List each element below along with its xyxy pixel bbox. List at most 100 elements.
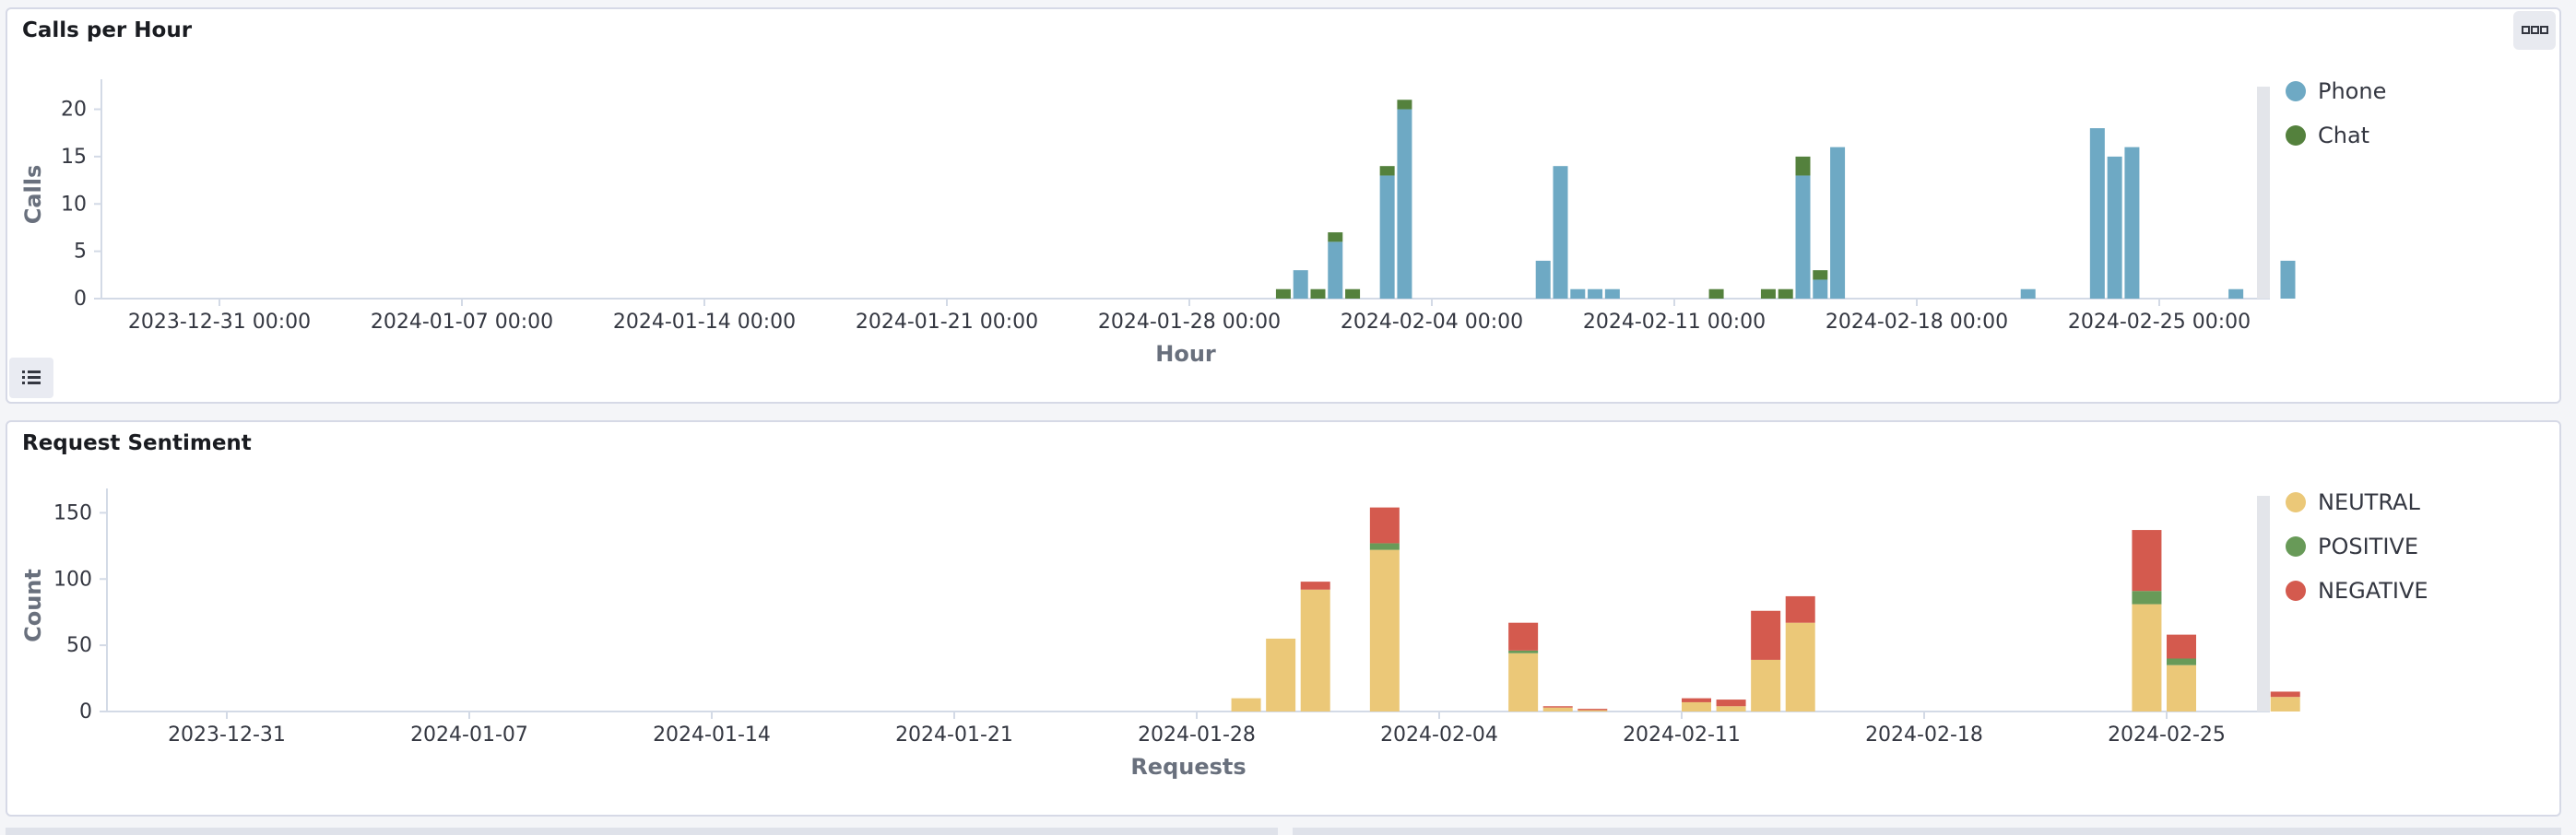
x-axis-title: Requests bbox=[1130, 754, 1246, 780]
bar-negative bbox=[1578, 709, 1608, 711]
bar-phone bbox=[1795, 175, 1811, 299]
bar-negative bbox=[2132, 530, 2162, 592]
x-tick-label: 2024-01-28 bbox=[1138, 723, 1256, 747]
bar-negative bbox=[1300, 582, 1330, 590]
dot-icon bbox=[2531, 26, 2539, 34]
x-tick-label: 2024-01-14 bbox=[653, 723, 771, 747]
bar-phone bbox=[2228, 288, 2244, 299]
bar-positive bbox=[2132, 591, 2162, 605]
dot-icon bbox=[2522, 26, 2530, 34]
bar-phone bbox=[1535, 260, 1551, 299]
legend-swatch-chat bbox=[2286, 125, 2306, 146]
brush-handle bbox=[2257, 87, 2270, 299]
bar-phone bbox=[1813, 279, 1828, 299]
next-panel-edge bbox=[1293, 828, 2561, 835]
bar-neutral bbox=[1716, 706, 1746, 712]
bar-chat bbox=[1328, 232, 1343, 242]
bar-negative bbox=[2270, 691, 2300, 698]
bar-chat bbox=[1397, 100, 1412, 110]
x-tick-label: 2024-02-18 bbox=[1865, 723, 1983, 747]
calls-per-hour-panel: Calls per Hour 0 5 10 15 20 2023-12-31 00:00 2… bbox=[6, 7, 2561, 404]
bar-neutral bbox=[1785, 622, 1815, 712]
bar-neutral bbox=[1508, 653, 1539, 712]
bar-negative bbox=[1682, 698, 1711, 702]
bar-negative bbox=[1716, 700, 1746, 707]
legend-label-negative: NEGATIVE bbox=[2318, 578, 2428, 604]
bar-phone bbox=[1830, 147, 1846, 299]
y-tick-label: 20 bbox=[61, 99, 87, 122]
x-tick-label: 2023-12-31 00:00 bbox=[128, 311, 311, 334]
y-tick-label: 50 bbox=[66, 634, 92, 657]
y-tick-label: 0 bbox=[74, 288, 87, 311]
bar-neutral bbox=[1542, 707, 1573, 712]
y-axis-title: Count bbox=[20, 569, 46, 642]
bar-phone bbox=[1553, 166, 1568, 299]
x-tick-label: 2024-01-07 bbox=[410, 723, 528, 747]
x-tick-label: 2024-02-18 00:00 bbox=[1826, 311, 2008, 334]
x-tick-label: 2023-12-31 bbox=[168, 723, 286, 747]
panel-options-button[interactable] bbox=[2513, 11, 2556, 50]
request-sentiment-chart: 0 50 100 150 2023-12-31 2024-01-07 2024-01-14 2… bbox=[20, 488, 2428, 780]
bar-chat bbox=[1760, 288, 1776, 299]
bar-negative bbox=[1542, 706, 1573, 708]
bar-neutral bbox=[1369, 549, 1400, 712]
legend-label-phone: Phone bbox=[2318, 78, 2386, 104]
dot-icon bbox=[2540, 26, 2548, 34]
next-panel-edge bbox=[6, 828, 1278, 835]
x-tick-label: 2024-01-14 00:00 bbox=[613, 311, 796, 334]
y-tick-label: 0 bbox=[79, 700, 92, 723]
bar-neutral bbox=[1266, 638, 1296, 712]
bar-positive bbox=[1369, 543, 1400, 550]
bar-phone bbox=[1570, 288, 1586, 299]
y-tick-label: 10 bbox=[61, 193, 87, 216]
bar-negative bbox=[2167, 634, 2196, 659]
bar-phone bbox=[2280, 260, 2296, 299]
bar-neutral bbox=[2132, 604, 2162, 712]
bar-phone bbox=[1379, 175, 1395, 299]
bar-phone bbox=[1604, 288, 1620, 299]
bar-positive bbox=[1508, 650, 1539, 653]
brush-handle bbox=[2257, 496, 2270, 712]
x-tick-label: 2024-02-04 00:00 bbox=[1341, 311, 1523, 334]
bar-neutral bbox=[2270, 697, 2300, 712]
x-axis-title: Hour bbox=[1155, 341, 1216, 367]
y-tick-label: 5 bbox=[74, 241, 87, 264]
list-icon bbox=[22, 370, 41, 384]
bar-chat bbox=[1345, 288, 1361, 299]
y-tick-label: 150 bbox=[53, 501, 92, 524]
bar-neutral bbox=[2167, 664, 2196, 712]
bar-phone bbox=[2089, 128, 2105, 299]
y-axis-title: Calls bbox=[20, 165, 46, 225]
legend-swatch-neutral bbox=[2286, 492, 2306, 512]
bar-phone bbox=[1397, 109, 1412, 299]
bar-negative bbox=[1785, 595, 1815, 623]
x-tick-label: 2024-02-11 00:00 bbox=[1583, 311, 1766, 334]
bar-negative bbox=[1751, 610, 1781, 660]
legend-toggle-button[interactable] bbox=[9, 358, 53, 398]
bar-negative bbox=[1369, 507, 1400, 544]
y-tick-label: 15 bbox=[61, 146, 87, 169]
x-tick-label: 2024-01-21 bbox=[895, 723, 1013, 747]
bar-chat bbox=[1813, 270, 1828, 280]
bar-positive bbox=[2167, 658, 2196, 665]
x-tick-label: 2024-01-21 00:00 bbox=[856, 311, 1038, 334]
bar-phone bbox=[2124, 147, 2140, 299]
x-tick-label: 2024-01-28 00:00 bbox=[1098, 311, 1281, 334]
bar-phone bbox=[1293, 270, 1308, 299]
bar-neutral bbox=[1300, 589, 1330, 712]
calls-per-hour-chart: 0 5 10 15 20 2023-12-31 00:00 2024-01-07 00:00… bbox=[20, 78, 2386, 367]
x-tick-label: 2024-02-11 bbox=[1623, 723, 1741, 747]
legend-label-positive: POSITIVE bbox=[2318, 534, 2418, 559]
legend-swatch-phone bbox=[2286, 81, 2306, 101]
bar-chat bbox=[1310, 288, 1326, 299]
legend-label-chat: Chat bbox=[2318, 123, 2369, 148]
legend-swatch-positive bbox=[2286, 536, 2306, 557]
bar-chat bbox=[1795, 156, 1811, 176]
legend-swatch-negative bbox=[2286, 581, 2306, 601]
panel-title: Request Sentiment bbox=[22, 431, 252, 455]
bar-chat bbox=[1275, 288, 1291, 299]
x-tick-label: 2024-02-25 bbox=[2108, 723, 2226, 747]
bar-neutral bbox=[1578, 710, 1608, 712]
legend-label-neutral: NEUTRAL bbox=[2318, 489, 2420, 515]
bar-neutral bbox=[1231, 698, 1261, 712]
